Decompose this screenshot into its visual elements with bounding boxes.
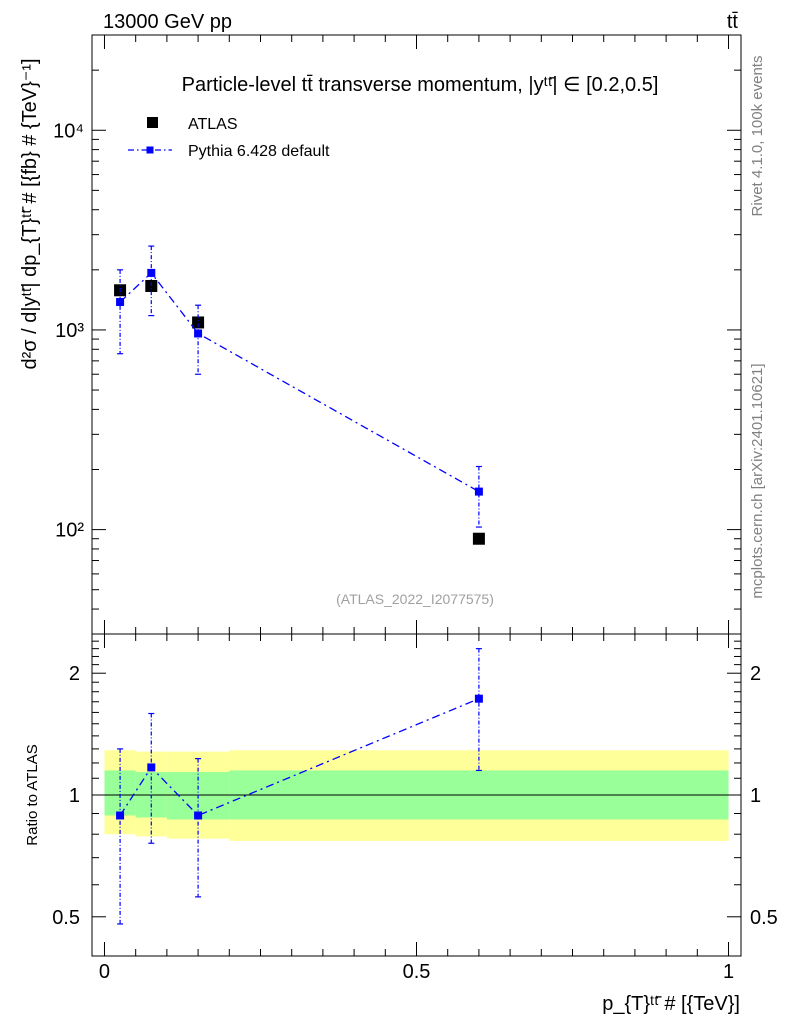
pythia-data-point	[474, 487, 483, 496]
x-tick-label: 0.5	[403, 961, 431, 983]
analysis-watermark: (ATLAS_2022_I2077575)	[336, 591, 494, 607]
pythia-data-point	[147, 268, 156, 277]
main-y-axis-label: d²σ / d|yᵗᵗ̄| dp_{T}ᵗᵗ̄ # [{fb} # {TeV}⁻…	[19, 58, 41, 369]
legend-pythia-marker	[146, 146, 154, 154]
rivet-version-label: Rivet 4.1.0, 100k events	[749, 56, 766, 217]
ratio-pythia-point	[147, 763, 156, 772]
plot-title: Particle-level tt̄ transverse momentum, …	[182, 74, 659, 96]
ratio-y-tick-label: 0.5	[52, 907, 80, 929]
main-y-tick-label: 10²	[55, 520, 84, 542]
energy-label: 13000 GeV pp	[103, 11, 232, 33]
pythia-data-point	[116, 298, 125, 307]
legend-atlas-marker	[147, 117, 158, 128]
ratio-pythia-point	[116, 811, 125, 820]
legend: ATLAS Pythia 6.428 default	[128, 116, 330, 160]
main-y-tick-label: 10³	[55, 320, 84, 342]
legend-pythia-label: Pythia 6.428 default	[188, 143, 330, 160]
main-y-tick-label: 10⁴	[53, 120, 84, 142]
ratio-y-tick-label: 1	[69, 785, 80, 807]
ratio-plot-area	[92, 648, 741, 925]
ratio-y-tick-label-right: 2	[750, 663, 761, 685]
pythia-data-point	[194, 329, 203, 338]
mcplots-label: mcplots.cern.ch [arXiv:2401.10621]	[749, 363, 766, 598]
atlas-data-point	[192, 316, 205, 329]
legend-atlas-label: ATLAS	[188, 116, 238, 133]
atlas-data-point	[472, 532, 485, 545]
ratio-pythia-point	[194, 811, 203, 820]
ratio-pythia-point	[474, 694, 483, 703]
ratio-y-tick-label-right: 0.5	[750, 907, 778, 929]
ratio-pythia-line	[119, 698, 480, 817]
pythia-line	[119, 271, 480, 493]
x-axis-label: p_{T}ᵗᵗ̄ # [{TeV}]	[602, 993, 740, 1015]
process-label: tt̄	[727, 11, 739, 33]
ratio-y-tick-label: 2	[69, 663, 80, 685]
x-tick-label: 0	[99, 961, 110, 983]
main-plot-area	[114, 245, 485, 545]
ratio-y-axis-label: Ratio to ATLAS	[24, 744, 41, 845]
x-tick-label: 1	[723, 961, 734, 983]
ratio-y-tick-label-right: 1	[750, 785, 761, 807]
